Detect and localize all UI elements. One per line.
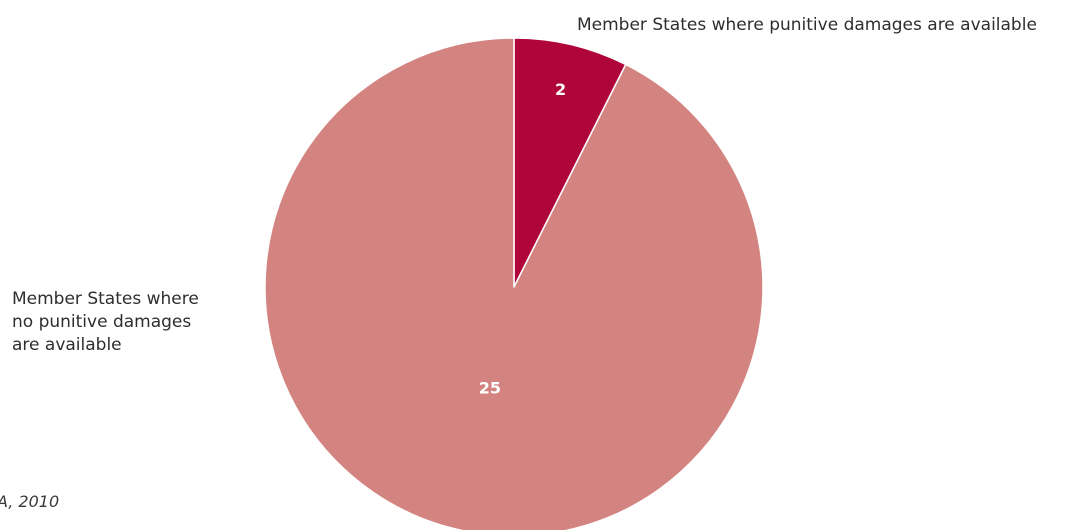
source-note: A, 2010 (0, 492, 60, 511)
pie-slice-available (513, 37, 627, 288)
slice-value-label: 25 (479, 378, 501, 397)
pie-slice-not-available (264, 37, 764, 530)
slice-value-label: 2 (555, 80, 566, 99)
legend-label-available: Member States where punitive damages are… (577, 15, 1037, 35)
legend-label-not-available: Member States where no punitive damages … (12, 289, 199, 355)
